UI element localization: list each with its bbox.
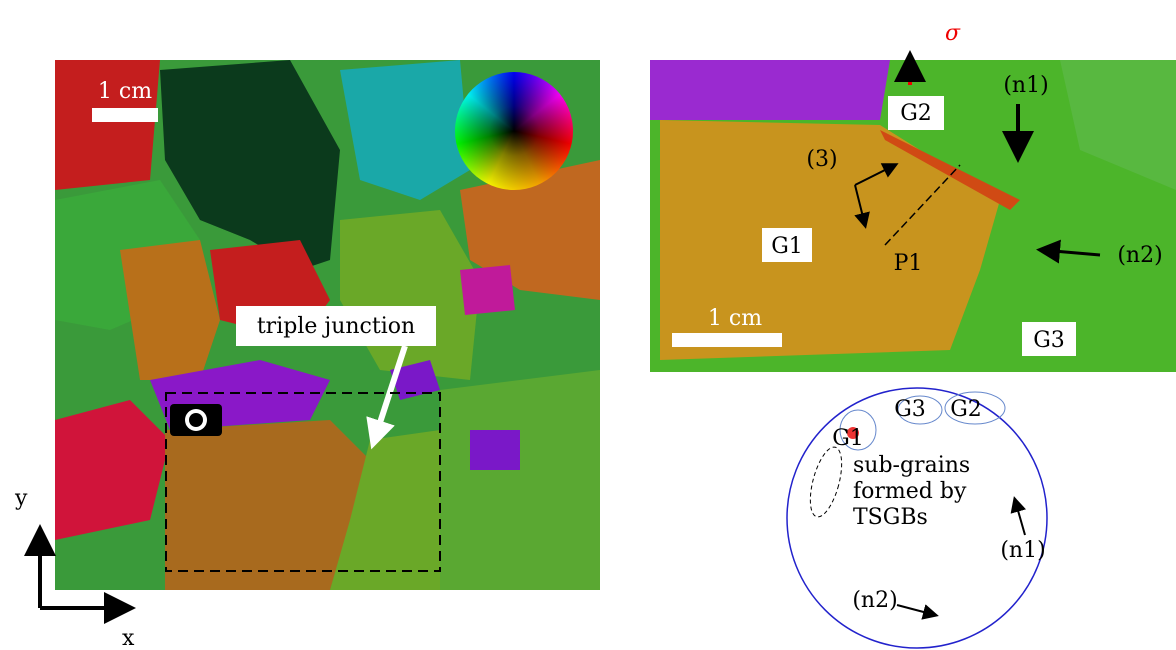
pf-label-n1: (n1) xyxy=(1000,538,1045,563)
pf-label-n2: (n2) xyxy=(852,588,897,613)
pf-label-g3: G3 xyxy=(894,397,926,422)
label-p1: P1 xyxy=(894,251,923,276)
annotation: triple junction xyxy=(257,314,415,339)
label-g1: G1 xyxy=(771,234,803,259)
label-n2: (n2) xyxy=(1117,243,1162,268)
pf-label-g2: G2 xyxy=(950,397,982,422)
color-key xyxy=(455,72,573,190)
right-map: σ G2 (n1) (3) G1 P1 (n2) 1 cm G3 xyxy=(650,21,1176,372)
pole-figure: G3 G2 G1 sub-grains formed by TSGBs (n1)… xyxy=(786,387,1048,649)
scale-bar-label: 1 cm xyxy=(708,306,762,331)
label-3: (3) xyxy=(806,147,837,172)
pf-note: TSGBs xyxy=(853,505,928,530)
label-g3: G3 xyxy=(1033,328,1065,353)
label-n1: (n1) xyxy=(1003,73,1048,98)
pf-note: formed by xyxy=(853,479,967,504)
pf-note: sub-grains xyxy=(853,453,970,478)
axis-y: y xyxy=(14,486,28,511)
axis-x: x xyxy=(122,626,135,650)
pf-label-g1: G1 xyxy=(832,426,864,451)
scale-bar-label: 1 cm xyxy=(98,79,152,104)
label-g2: G2 xyxy=(900,101,932,126)
stress: σ xyxy=(945,21,961,46)
